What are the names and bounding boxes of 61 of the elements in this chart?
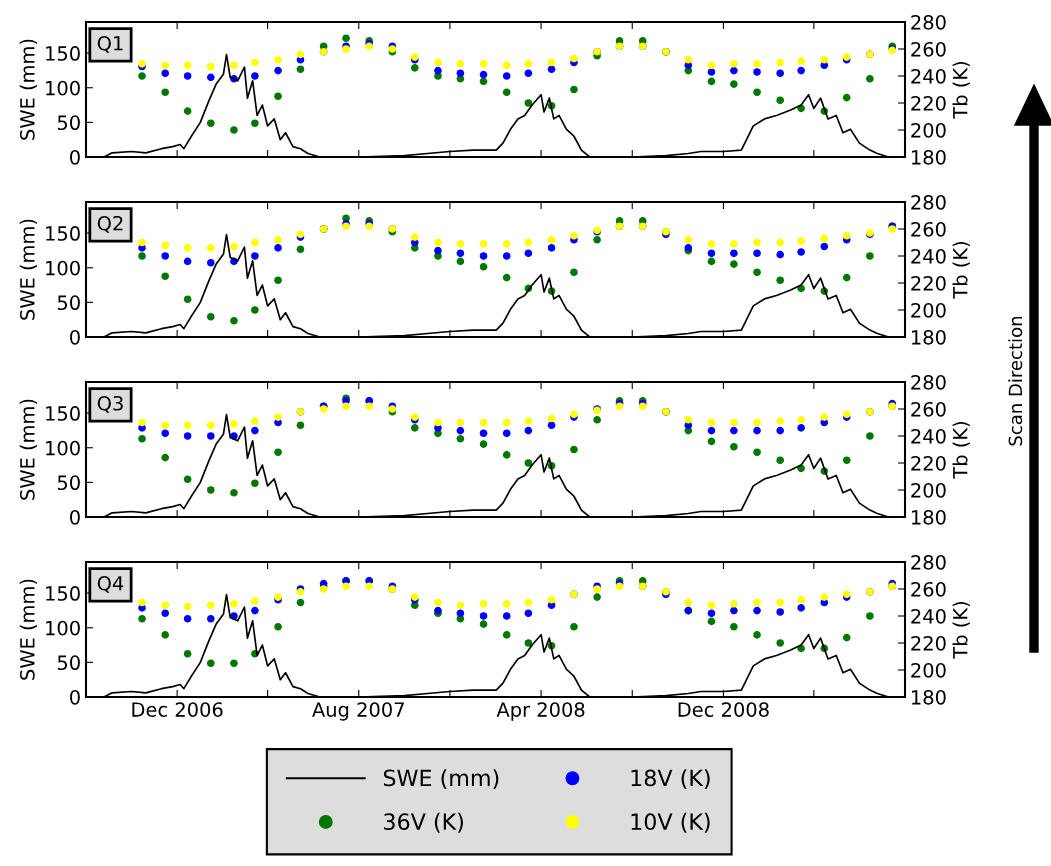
y2-tick-label: 220 <box>911 455 946 471</box>
y-tick-label: 100 <box>46 440 80 456</box>
y2-tick-label: 200 <box>911 482 946 498</box>
y-tick-label: 150 <box>46 226 80 241</box>
x-tick-label: Dec 2008 <box>678 702 769 717</box>
annotation: Q4 <box>97 575 124 593</box>
y2-tick-label: 220 <box>911 635 946 651</box>
y2-axis-title: Tb (K) <box>952 422 970 479</box>
y2-tick-label: 180 <box>912 509 946 525</box>
y-tick-label: 0 <box>70 329 80 345</box>
y-tick-label: 0 <box>70 689 80 705</box>
y-tick-label: 150 <box>46 46 80 61</box>
x-tick-label: Apr 2008 <box>496 702 585 721</box>
y2-tick-label: 200 <box>911 302 946 318</box>
y2-tick-label: 180 <box>912 149 946 165</box>
y-axis-title: SWE (mm) <box>19 579 37 680</box>
annotation: Q1 <box>97 35 123 53</box>
y-tick-label: 50 <box>57 475 80 491</box>
x-tick-label: Aug 2007 <box>312 702 404 721</box>
y2-tick-label: 260 <box>911 581 946 597</box>
y2-tick-label: 240 <box>911 248 946 264</box>
y-tick-label: 0 <box>70 149 80 165</box>
y-tick-label: 100 <box>46 620 80 636</box>
legend-label: 10V (K) <box>631 812 710 833</box>
y2-axis-title: Tb (K) <box>952 242 970 299</box>
legend-label: SWE (mm) <box>383 769 499 789</box>
annotation: Q2 <box>97 215 123 233</box>
y2-tick-label: 280 <box>911 14 946 30</box>
legend-label: 18V (K) <box>631 769 710 789</box>
y-tick-label: 50 <box>57 655 80 671</box>
y-tick-label: 50 <box>57 295 80 311</box>
y2-tick-label: 260 <box>911 41 946 57</box>
y-axis-title: SWE (mm) <box>19 219 37 320</box>
y-axis-title: SWE (mm) <box>19 399 37 500</box>
y2-tick-label: 220 <box>911 275 946 291</box>
y2-tick-label: 280 <box>911 194 946 210</box>
y2-tick-label: 220 <box>911 95 946 111</box>
annotation: Q3 <box>97 395 123 413</box>
y2-tick-label: 280 <box>911 374 946 390</box>
y-axis-title: SWE (mm) <box>19 39 37 140</box>
y2-tick-label: 240 <box>911 428 946 444</box>
y2-tick-label: 240 <box>911 608 946 624</box>
y2-tick-label: 260 <box>911 401 946 417</box>
y2-tick-label: 200 <box>911 122 946 138</box>
y2-axis-title: Tb (K) <box>952 602 970 659</box>
y2-axis-title: Tb (K) <box>952 62 970 119</box>
y-tick-label: 0 <box>70 509 80 525</box>
y2-tick-label: 180 <box>912 329 946 345</box>
y-tick-label: 50 <box>57 115 80 131</box>
y2-tick-label: 240 <box>911 68 946 84</box>
x-tick-label: Dec 2006 <box>132 702 223 717</box>
y-tick-label: 150 <box>46 406 80 421</box>
legend-label: 36V (K) <box>384 812 463 833</box>
y2-tick-label: 200 <box>911 662 946 678</box>
y-tick-label: 100 <box>46 80 80 96</box>
y-tick-label: 100 <box>46 260 80 276</box>
y-tick-label: 150 <box>46 586 80 601</box>
y2-tick-label: 260 <box>911 221 946 237</box>
y2-tick-label: 280 <box>911 554 946 570</box>
text: Scan Direction <box>1008 316 1023 446</box>
y2-tick-label: 180 <box>912 689 946 705</box>
